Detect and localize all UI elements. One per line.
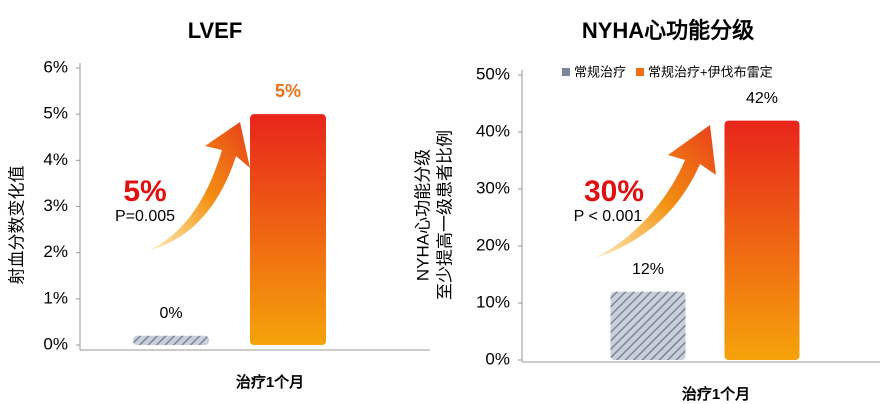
y-tick-label: 2% xyxy=(43,242,68,261)
y-tick-label: 20% xyxy=(476,235,510,254)
bar xyxy=(610,291,686,360)
bar xyxy=(250,114,326,346)
y-tick-label: 40% xyxy=(476,121,510,140)
y-tick-label: 0% xyxy=(43,334,68,353)
y-tick-label: 0% xyxy=(485,349,510,368)
x-tick-label: 治疗1个月 xyxy=(236,373,304,391)
annotation: 5% xyxy=(123,175,166,208)
arrow-left xyxy=(150,122,250,250)
y-tick-label: 4% xyxy=(43,150,68,169)
chart-title: LVEF xyxy=(188,18,243,43)
y-tick-label: 6% xyxy=(43,57,68,76)
bar xyxy=(133,335,209,345)
value-label: 0% xyxy=(159,305,182,322)
y-tick-label: 10% xyxy=(476,292,510,311)
value-label: 5% xyxy=(275,81,301,101)
y-axis-label: NYHA心功能分级 xyxy=(413,149,432,281)
y-axis-label: 射血分数变化值 xyxy=(7,166,26,285)
x-tick-label: 治疗1个月 xyxy=(682,385,750,403)
chart-title: NYHA心功能分级 xyxy=(582,18,754,43)
y-tick-label: 3% xyxy=(43,196,68,215)
chart: LVEF0%1%2%3%4%5%6%射血分数变化值治疗1个月0%5%5%P=0.… xyxy=(7,18,430,391)
y-axis-label: 至少提高一级患者比例 xyxy=(435,130,454,300)
bar xyxy=(724,120,800,360)
legend-label: 常规治疗 xyxy=(574,64,626,79)
y-tick-label: 50% xyxy=(476,64,510,83)
legend-swatch xyxy=(636,68,645,76)
y-tick-label: 30% xyxy=(476,178,510,197)
y-tick-label: 1% xyxy=(43,288,68,307)
y-tick-label: 5% xyxy=(43,104,68,123)
legend-swatch xyxy=(562,68,570,76)
legend-label: 常规治疗+伊伐布雷定 xyxy=(648,64,773,79)
value-label: 42% xyxy=(746,90,778,107)
annotation: 30% xyxy=(584,175,644,208)
p-value: P < 0.001 xyxy=(574,208,643,225)
arrow-right xyxy=(595,125,716,258)
p-value: P=0.005 xyxy=(115,208,175,225)
value-label: 12% xyxy=(632,261,664,278)
